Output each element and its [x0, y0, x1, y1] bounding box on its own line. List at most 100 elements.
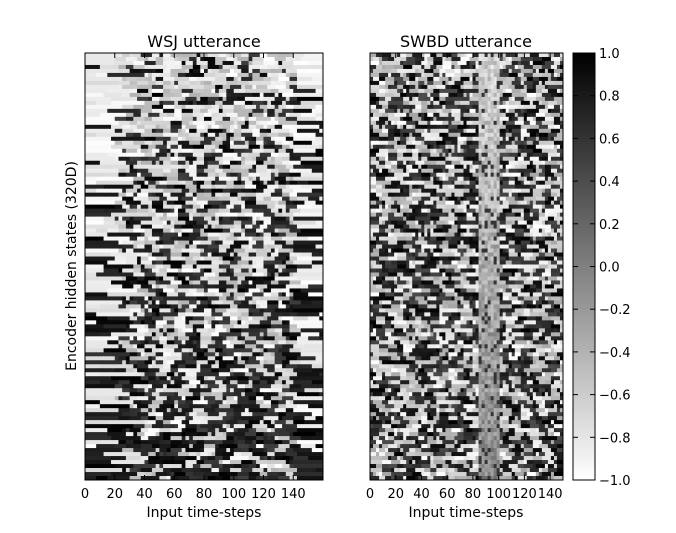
- heatmap-cell: [192, 192, 197, 198]
- heatmap-cell: [118, 264, 123, 269]
- heatmap-cell: [163, 156, 168, 162]
- heatmap-cell: [285, 188, 290, 194]
- heatmap-cell: [125, 240, 131, 245]
- heatmap-cell: [248, 228, 253, 233]
- heatmap-cell: [300, 304, 305, 309]
- heatmap-cell: [218, 180, 223, 186]
- heatmap-cell: [200, 76, 205, 82]
- heatmap-cell: [293, 104, 298, 110]
- heatmap-cell: [319, 300, 324, 305]
- heatmap-cell: [293, 324, 298, 329]
- heatmap-cell: [293, 188, 298, 194]
- heatmap-cell: [200, 260, 205, 265]
- heatmap-cell: [304, 128, 309, 134]
- heatmap-cell: [237, 120, 242, 126]
- heatmap-cell: [118, 104, 123, 110]
- heatmap-cell: [148, 56, 153, 62]
- heatmap-cell: [196, 120, 201, 126]
- heatmap-cell: [114, 64, 119, 70]
- heatmap-cell: [218, 220, 223, 225]
- heatmap-cell: [140, 316, 145, 321]
- heatmap-cell: [125, 312, 131, 317]
- heatmap-cell: [259, 60, 264, 66]
- heatmap-cell: [282, 344, 287, 349]
- heatmap-cell: [304, 288, 309, 293]
- heatmap-cell: [99, 284, 104, 289]
- heatmap-cell: [289, 124, 294, 130]
- heatmap-cell: [215, 84, 220, 90]
- heatmap-cell: [222, 80, 227, 86]
- heatmap-cell: [118, 100, 123, 106]
- heatmap-cell: [107, 200, 112, 206]
- heatmap-cell: [282, 320, 287, 325]
- heatmap-cell: [244, 136, 250, 142]
- heatmap-cell: [148, 224, 153, 229]
- heatmap-cell: [166, 260, 171, 265]
- heatmap-cell: [278, 164, 283, 170]
- heatmap-cell: [111, 124, 116, 130]
- heatmap-cell: [155, 60, 160, 66]
- heatmap-cell: [129, 208, 134, 214]
- heatmap-cell: [241, 344, 246, 349]
- heatmap-cell: [133, 108, 138, 114]
- heatmap-cell: [244, 180, 250, 186]
- heatmap-cell: [267, 308, 272, 313]
- heatmap-cell: [129, 292, 134, 297]
- heatmap-cell: [159, 164, 164, 170]
- heatmap-cell: [133, 116, 138, 122]
- heatmap-cell: [88, 352, 93, 357]
- heatmap-cell: [92, 176, 97, 182]
- heatmap-cell: [300, 220, 305, 225]
- heatmap-cell: [304, 344, 309, 349]
- heatmap-cell: [196, 296, 201, 301]
- heatmap-cell: [144, 356, 149, 361]
- heatmap-cell: [300, 60, 305, 66]
- heatmap-cell: [163, 68, 168, 74]
- heatmap-cell: [222, 56, 227, 62]
- heatmap-cell: [155, 108, 160, 114]
- heatmap-cell: [256, 204, 261, 210]
- heatmap-cell: [241, 284, 246, 289]
- heatmap-cell: [244, 80, 250, 86]
- heatmap-cell: [192, 276, 197, 281]
- heatmap-cell: [144, 124, 149, 130]
- heatmap-cell: [185, 284, 190, 289]
- heatmap-cell: [248, 344, 253, 349]
- heatmap-cell: [289, 276, 294, 281]
- heatmap-cell: [170, 92, 175, 98]
- heatmap-cell: [296, 280, 302, 285]
- heatmap-cell: [244, 304, 250, 309]
- heatmap-cell: [185, 272, 190, 277]
- heatmap-cell: [163, 80, 168, 86]
- heatmap-cell: [218, 140, 223, 146]
- heatmap-cell: [159, 76, 164, 82]
- heatmap-cell: [189, 168, 194, 174]
- heatmap-cell: [174, 252, 179, 257]
- heatmap-cell: [311, 348, 316, 353]
- heatmap-cell: [270, 284, 276, 289]
- heatmap-cell: [222, 68, 227, 74]
- heatmap-cell: [137, 96, 142, 102]
- heatmap-cell: [196, 252, 201, 257]
- heatmap-cell: [174, 152, 179, 158]
- heatmap-cell: [233, 152, 238, 158]
- heatmap-cell: [259, 96, 264, 102]
- heatmap-cell: [96, 268, 101, 273]
- heatmap-cell: [85, 144, 90, 150]
- heatmap-cell: [285, 152, 290, 158]
- heatmap-cell: [263, 304, 268, 309]
- heatmap-cell: [319, 268, 324, 273]
- heatmap-cell: [215, 348, 220, 353]
- heatmap-cell: [155, 348, 160, 353]
- heatmap-cell: [96, 340, 101, 345]
- heatmap-cell: [163, 300, 168, 305]
- heatmap-cell: [159, 308, 164, 313]
- heatmap-cell: [278, 188, 283, 194]
- heatmap-cell: [122, 340, 127, 345]
- heatmap-cell: [144, 92, 149, 98]
- heatmap-cell: [159, 292, 164, 297]
- heatmap-cell: [181, 352, 186, 357]
- heatmap-cell: [189, 244, 194, 249]
- heatmap-cell: [252, 200, 257, 206]
- heatmap-cell: [122, 184, 127, 190]
